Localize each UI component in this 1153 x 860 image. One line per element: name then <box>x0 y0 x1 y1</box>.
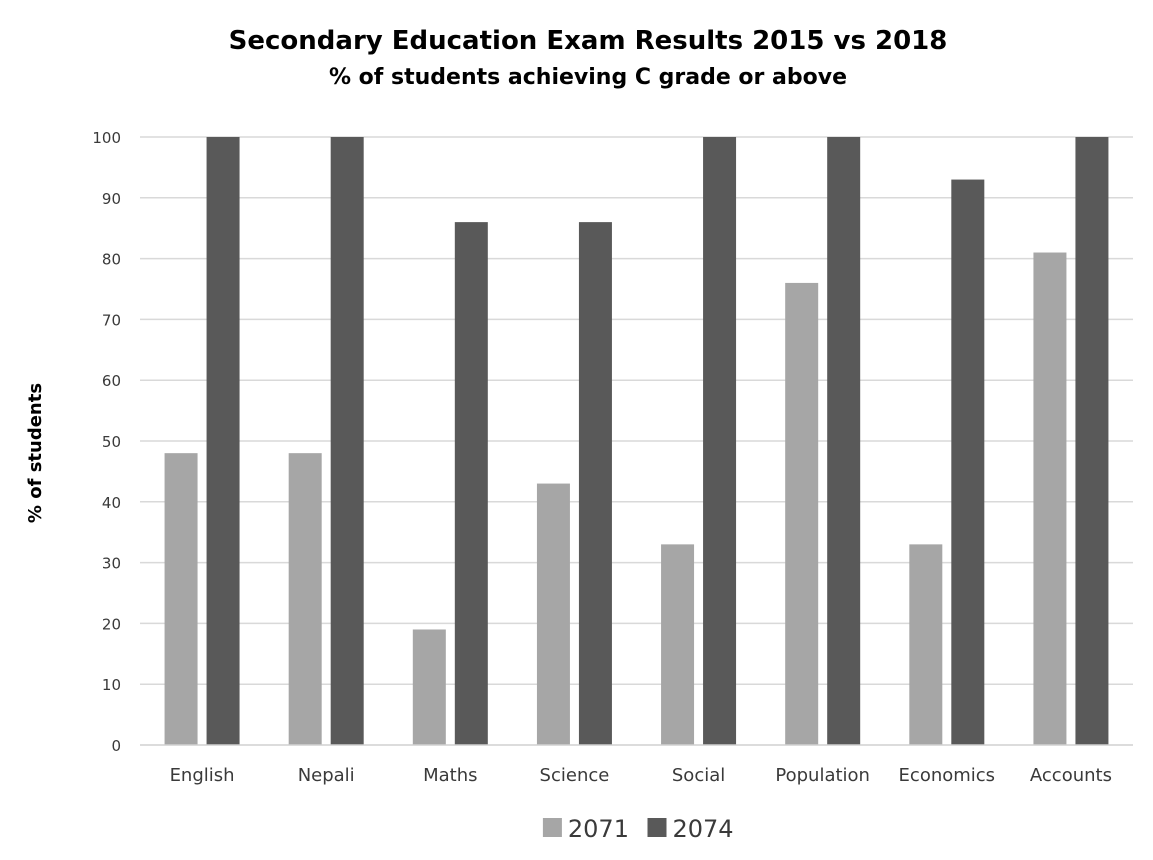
y-tick-label: 50 <box>102 433 121 451</box>
legend-label: 2071 <box>568 815 629 843</box>
bar-2074-economics <box>951 179 985 745</box>
bar-2074-science <box>578 222 612 745</box>
y-axis-ticks: 0 10 20 30 40 50 60 70 80 90 100 <box>92 129 121 755</box>
y-tick-label: 30 <box>102 555 121 573</box>
bar-2074-nepali <box>330 137 364 745</box>
bar-2071-science <box>536 483 570 745</box>
bar-2071-accounts <box>1033 252 1067 745</box>
y-tick-label: 70 <box>102 311 121 329</box>
bar-2071-nepali <box>288 453 322 745</box>
chart-subtitle: % of students achieving C grade or above <box>329 65 847 90</box>
bar-2071-social <box>661 544 695 745</box>
bar-2074-english <box>206 137 240 745</box>
y-axis-label: % of students <box>25 383 46 523</box>
x-tick-label: Maths <box>423 765 477 786</box>
bars <box>164 137 1109 745</box>
bar-2071-maths <box>412 629 446 745</box>
legend-swatch-2074 <box>647 818 667 837</box>
y-tick-label: 0 <box>111 737 121 755</box>
x-tick-label: Nepali <box>298 765 355 786</box>
x-tick-label: Social <box>672 765 725 786</box>
x-tick-label: English <box>170 765 235 786</box>
x-tick-label: Accounts <box>1030 765 1112 786</box>
bar-2074-population <box>827 137 861 745</box>
x-tick-label: Population <box>775 765 870 786</box>
y-tick-label: 20 <box>102 615 121 633</box>
y-tick-label: 40 <box>102 494 121 512</box>
x-tick-label: Economics <box>899 765 996 786</box>
y-tick-label: 10 <box>102 676 121 694</box>
chart-title: Secondary Education Exam Results 2015 vs… <box>229 26 948 56</box>
legend-label: 2074 <box>673 815 734 843</box>
bar-2071-population <box>785 282 819 745</box>
legend-swatch-2071 <box>542 818 562 837</box>
x-tick-label: Science <box>540 765 610 786</box>
bar-2071-economics <box>909 544 943 745</box>
legend: 2071 2074 <box>542 815 734 843</box>
bar-2074-accounts <box>1075 137 1109 745</box>
y-tick-label: 60 <box>102 372 121 390</box>
x-axis-categories: English Nepali Maths Science Social Populatio… <box>170 765 1112 786</box>
bar-2074-maths <box>454 222 488 745</box>
y-tick-label: 80 <box>102 251 121 269</box>
y-tick-label: 90 <box>102 190 121 208</box>
y-tick-label: 100 <box>92 129 121 147</box>
bar-2074-social <box>703 137 737 745</box>
bar-2071-english <box>164 453 198 745</box>
